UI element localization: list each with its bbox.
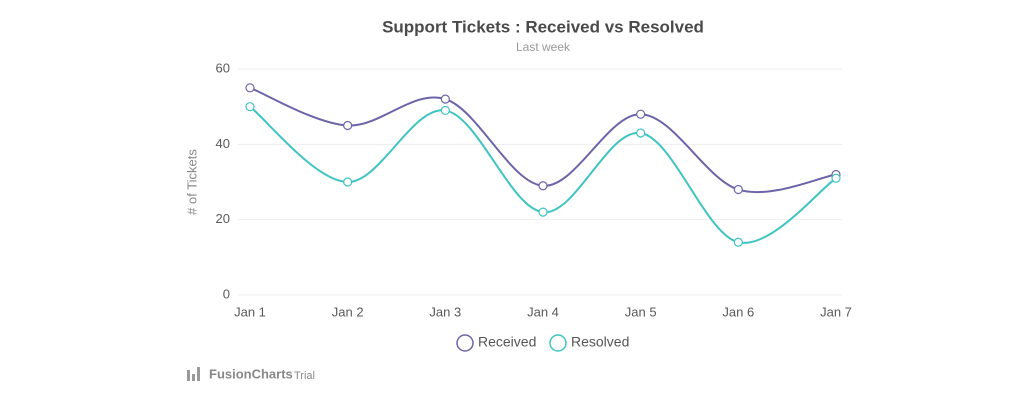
y-tick-label: 40: [216, 136, 230, 151]
y-tick-label: 20: [216, 211, 230, 226]
x-tick-label: Jan 7: [820, 304, 852, 319]
point: [636, 109, 646, 119]
logo-bar: [187, 370, 190, 381]
point: [343, 177, 353, 187]
watermark: FusionCharts Trial: [187, 366, 315, 382]
point: [733, 237, 743, 247]
watermark-note: Trial: [294, 370, 315, 382]
legend-label: Received: [478, 334, 536, 350]
legend-label: Resolved: [571, 334, 629, 350]
point: [245, 102, 255, 112]
watermark-brand: FusionCharts: [209, 366, 293, 381]
x-tick-label: Jan 6: [722, 304, 754, 319]
line: [249, 105, 837, 244]
x-tick-label: Jan 5: [625, 304, 657, 319]
point: [440, 94, 450, 104]
y-tick-label: 60: [216, 60, 230, 75]
point: [245, 83, 255, 93]
point: [440, 105, 450, 116]
logo-bar: [192, 374, 195, 381]
point: [733, 184, 743, 195]
x-tick-label: Jan 4: [527, 304, 559, 319]
y-axis-label: # of Tickets: [184, 149, 199, 215]
logo-bar: [197, 367, 200, 381]
legend-marker: [549, 334, 567, 352]
point: [538, 207, 548, 217]
x-tick-label: Jan 2: [332, 304, 364, 319]
point: [343, 120, 353, 131]
point: [538, 181, 548, 191]
legend-marker: [456, 334, 474, 352]
x-tick-label: Jan 3: [429, 304, 461, 319]
y-tick-label: 0: [223, 286, 230, 301]
x-tick-label: Jan 1: [234, 304, 266, 319]
point: [636, 128, 646, 138]
line: [249, 86, 837, 194]
point: [831, 173, 841, 183]
chart-subtitle: Last week: [516, 40, 571, 54]
chart-title: Support Tickets : Received vs Resolved: [382, 17, 704, 36]
